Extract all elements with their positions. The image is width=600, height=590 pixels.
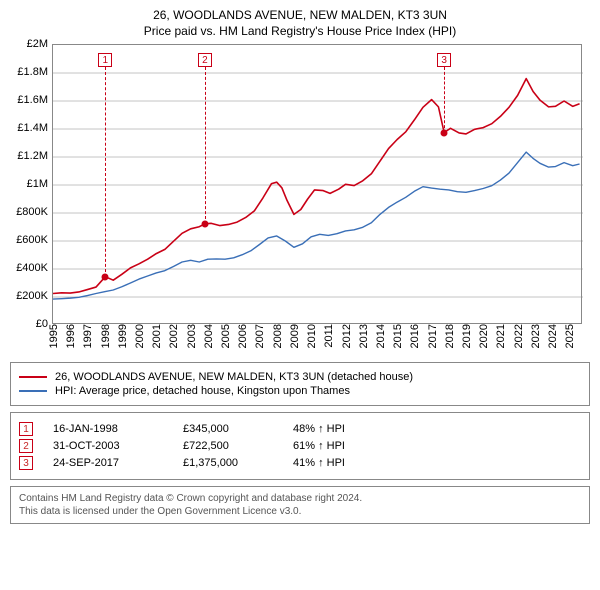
x-axis-label: 2005 — [216, 324, 232, 348]
y-axis-label: £1.2M — [17, 150, 52, 162]
transaction-row: 2 31-OCT-2003 £722,500 61% ↑ HPI — [19, 439, 581, 453]
x-axis-label: 1996 — [61, 324, 77, 348]
legend-label: HPI: Average price, detached house, King… — [55, 385, 350, 397]
x-axis-label: 1995 — [44, 324, 60, 348]
y-axis-label: £800K — [16, 206, 52, 218]
footer-line-2: This data is licensed under the Open Gov… — [19, 505, 581, 518]
y-axis-label: £200K — [16, 290, 52, 302]
x-axis-label: 2008 — [268, 324, 284, 348]
x-axis-label: 2023 — [526, 324, 542, 348]
transaction-row: 3 24-SEP-2017 £1,375,000 41% ↑ HPI — [19, 456, 581, 470]
x-axis-label: 2007 — [250, 324, 266, 348]
x-axis-label: 2001 — [147, 324, 163, 348]
x-axis-label: 2014 — [371, 324, 387, 348]
x-axis-label: 2020 — [474, 324, 490, 348]
x-axis-label: 2012 — [337, 324, 353, 348]
transaction-row: 1 16-JAN-1998 £345,000 48% ↑ HPI — [19, 422, 581, 436]
transaction-marker: 3 — [19, 456, 33, 470]
legend-swatch — [19, 376, 47, 378]
y-axis-label: £400K — [16, 262, 52, 274]
x-axis-label: 2021 — [491, 324, 507, 348]
transaction-delta: 48% ↑ HPI — [293, 423, 345, 435]
event-point — [201, 220, 208, 227]
transaction-price: £345,000 — [183, 423, 273, 435]
x-axis-label: 2017 — [423, 324, 439, 348]
x-axis-label: 2009 — [285, 324, 301, 348]
x-axis-label: 2006 — [233, 324, 249, 348]
x-axis-label: 2022 — [509, 324, 525, 348]
transaction-price: £1,375,000 — [183, 457, 273, 469]
event-marker: 1 — [98, 53, 112, 67]
x-axis-label: 2016 — [405, 324, 421, 348]
x-axis-label: 2018 — [440, 324, 456, 348]
x-axis-label: 2010 — [302, 324, 318, 348]
y-axis-label: £600K — [16, 234, 52, 246]
legend-swatch — [19, 390, 47, 392]
transaction-date: 16-JAN-1998 — [53, 423, 163, 435]
transaction-price: £722,500 — [183, 440, 273, 452]
event-guideline — [444, 67, 445, 133]
chart-container: 26, WOODLANDS AVENUE, NEW MALDEN, KT3 3U… — [0, 0, 600, 590]
x-axis-label: 2002 — [164, 324, 180, 348]
legend-item: 26, WOODLANDS AVENUE, NEW MALDEN, KT3 3U… — [19, 371, 581, 383]
x-axis-label: 2025 — [560, 324, 576, 348]
x-axis-label: 2003 — [182, 324, 198, 348]
x-axis-label: 2024 — [543, 324, 559, 348]
plot-region: 1 2 3 — [52, 44, 582, 324]
x-axis-label: 2004 — [199, 324, 215, 348]
transaction-marker: 2 — [19, 439, 33, 453]
transaction-marker: 1 — [19, 422, 33, 436]
footer-line-1: Contains HM Land Registry data © Crown c… — [19, 492, 581, 505]
x-axis-label: 2019 — [457, 324, 473, 348]
transaction-date: 31-OCT-2003 — [53, 440, 163, 452]
chart-plot-area: 123£0£200K£400K£600K£800K£1M£1.2M£1.4M£1… — [52, 44, 582, 324]
attribution-footer: Contains HM Land Registry data © Crown c… — [10, 486, 590, 524]
transactions-table: 1 16-JAN-1998 £345,000 48% ↑ HPI 2 31-OCT-200… — [10, 412, 590, 480]
y-axis-label: £1.6M — [17, 94, 52, 106]
event-marker: 2 — [198, 53, 212, 67]
event-guideline — [105, 67, 106, 277]
y-axis-label: £1.4M — [17, 122, 52, 134]
event-guideline — [205, 67, 206, 224]
x-axis-label: 2000 — [130, 324, 146, 348]
event-marker: 3 — [437, 53, 451, 67]
chart-title-subtitle: Price paid vs. HM Land Registry's House … — [10, 24, 590, 38]
y-axis-label: £1.8M — [17, 66, 52, 78]
transaction-delta: 41% ↑ HPI — [293, 457, 345, 469]
legend: 26, WOODLANDS AVENUE, NEW MALDEN, KT3 3U… — [10, 362, 590, 406]
y-axis-label: £1M — [27, 178, 52, 190]
chart-title-address: 26, WOODLANDS AVENUE, NEW MALDEN, KT3 3U… — [10, 8, 590, 22]
x-axis-label: 2011 — [319, 324, 335, 348]
x-axis-label: 1997 — [78, 324, 94, 348]
chart-titles: 26, WOODLANDS AVENUE, NEW MALDEN, KT3 3U… — [10, 8, 590, 38]
x-axis-label: 2013 — [354, 324, 370, 348]
transaction-delta: 61% ↑ HPI — [293, 440, 345, 452]
legend-item: HPI: Average price, detached house, King… — [19, 385, 581, 397]
y-axis-label: £2M — [27, 38, 52, 50]
x-axis-label: 1998 — [96, 324, 112, 348]
event-point — [441, 129, 448, 136]
series-line — [53, 79, 580, 294]
event-point — [102, 273, 109, 280]
x-axis-label: 2015 — [388, 324, 404, 348]
legend-label: 26, WOODLANDS AVENUE, NEW MALDEN, KT3 3U… — [55, 371, 413, 383]
series-line — [53, 152, 580, 299]
transaction-date: 24-SEP-2017 — [53, 457, 163, 469]
x-axis-label: 1999 — [113, 324, 129, 348]
